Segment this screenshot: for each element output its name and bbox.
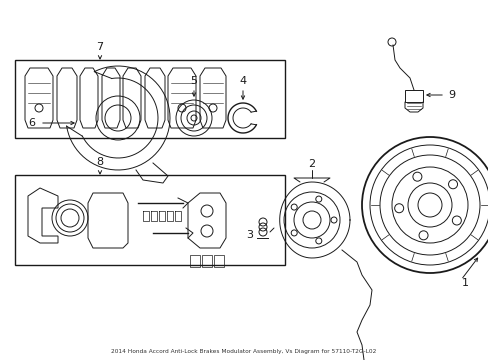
Text: 2: 2 bbox=[308, 159, 315, 169]
Text: 2014 Honda Accord Anti-Lock Brakes Modulator Assembly, Vs Diagram for 57110-T2G-: 2014 Honda Accord Anti-Lock Brakes Modul… bbox=[111, 350, 376, 355]
Bar bbox=[404, 90, 422, 102]
Text: 1: 1 bbox=[461, 278, 468, 288]
Text: 7: 7 bbox=[96, 42, 103, 52]
Text: 5: 5 bbox=[190, 76, 197, 86]
Bar bbox=[15, 175, 285, 265]
Text: 8: 8 bbox=[96, 157, 103, 167]
Text: 3: 3 bbox=[246, 230, 253, 240]
Text: 4: 4 bbox=[239, 76, 246, 86]
Bar bbox=[15, 60, 285, 138]
Text: 9: 9 bbox=[447, 90, 455, 100]
Text: 6: 6 bbox=[28, 118, 36, 128]
